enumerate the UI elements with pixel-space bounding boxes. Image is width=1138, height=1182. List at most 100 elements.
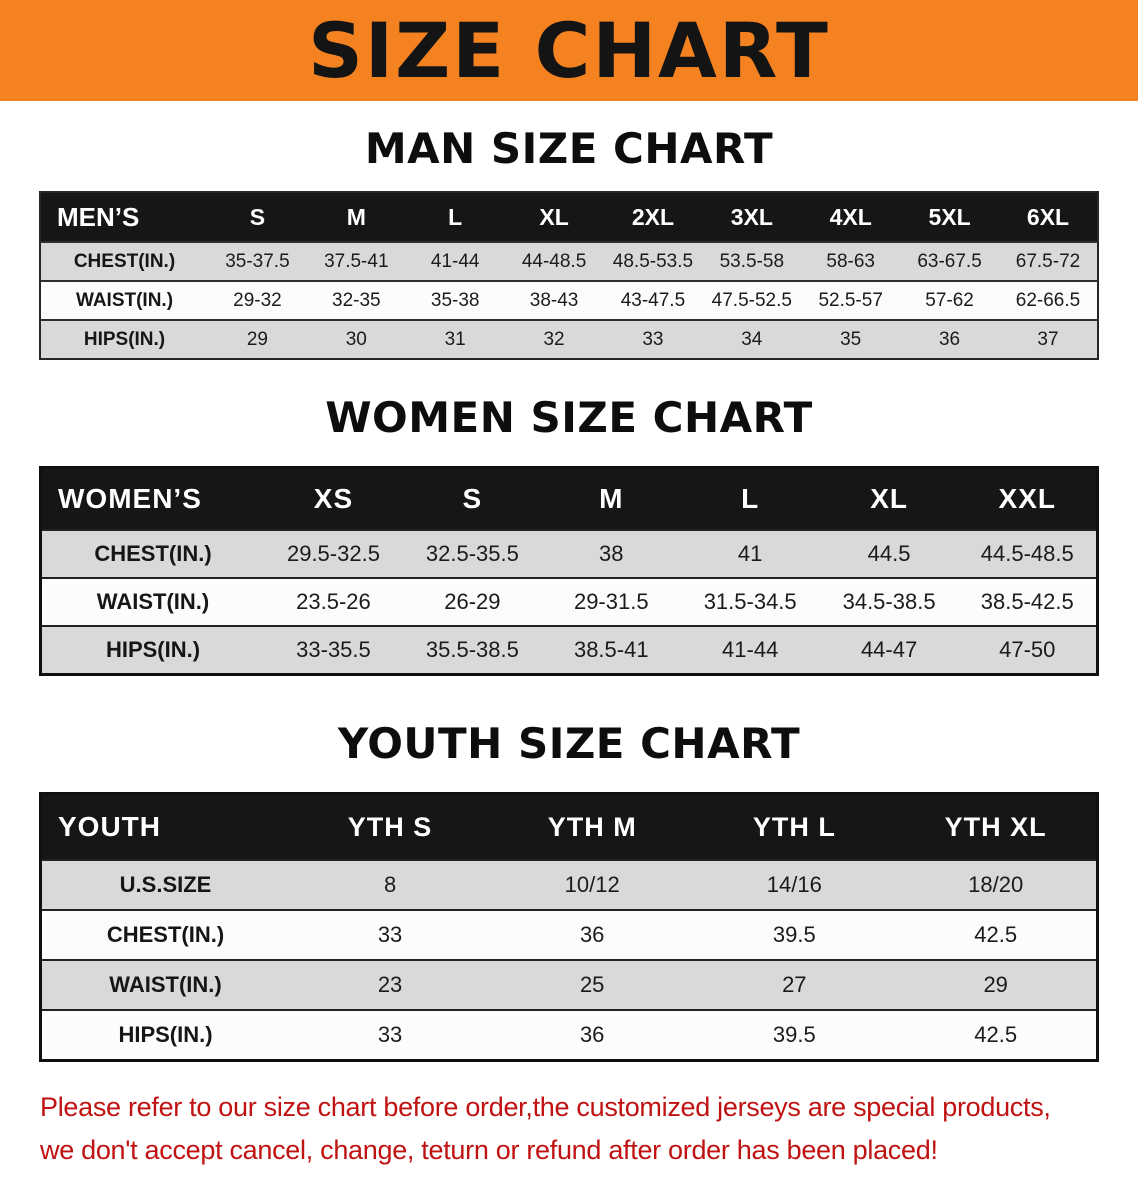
- size-value-cell: 35.5-38.5: [425, 637, 519, 662]
- table-row: CHEST(IN.) 35-37.5 37.5-41 41-44 44-48.5 48.5…: [40, 242, 1098, 281]
- size-value-cell: 62-66.5: [1015, 289, 1081, 311]
- size-value-cell: 39.5: [772, 922, 816, 947]
- row-label: WAIST(IN.): [96, 589, 210, 614]
- size-value-cell: 44.5: [867, 541, 911, 566]
- size-value-cell: 41: [737, 541, 763, 566]
- size-value-cell: 34: [741, 328, 763, 350]
- size-value-cell: 31: [444, 328, 466, 350]
- size-value-cell: 35-38: [430, 289, 480, 311]
- youth-size-table: YOUTH YTH S YTH M YTH L YTH XL U.S.SIZE 8 10/12…: [39, 792, 1099, 1062]
- size-value-cell: 23.5-26: [296, 589, 371, 614]
- size-value-cell: 27: [782, 972, 807, 997]
- size-value-cell: 14/16: [766, 872, 822, 897]
- size-value-cell: 30: [345, 328, 367, 350]
- order-notice: Please refer to our size chart before or…: [40, 1086, 1138, 1172]
- size-value-cell: 32: [543, 328, 565, 350]
- size-value-cell: 32.5-35.5: [425, 541, 519, 566]
- women-size-table: WOMEN’S XS S M L XL XXL CHEST(IN.) 29.5-32.5 32.5…: [39, 466, 1099, 676]
- size-column-header: S: [402, 467, 542, 530]
- size-column-header: M: [306, 192, 406, 242]
- row-label: WAIST(IN.): [75, 289, 174, 311]
- size-value-cell: 8: [383, 872, 397, 897]
- size-column-header: YTH L: [693, 793, 896, 860]
- size-column-header: YTH S: [289, 793, 492, 860]
- notice-line-2: we don't accept cancel, change, teturn o…: [40, 1135, 938, 1166]
- table-header-row: YOUTH YTH S YTH M YTH L YTH XL: [40, 793, 1098, 860]
- table-row: WAIST(IN.) 23.5-26 26-29 29-31.5 31.5-34.5 34…: [40, 578, 1098, 626]
- row-label: CHEST(IN.): [94, 541, 212, 566]
- size-column-header: YTH M: [491, 793, 694, 860]
- size-value-cell: 42.5: [974, 922, 1018, 947]
- size-value-cell: 29-32: [233, 289, 282, 311]
- size-column-header: 5XL: [900, 192, 999, 242]
- size-value-cell: 47-50: [999, 637, 1056, 662]
- size-value-cell: 33: [642, 328, 664, 350]
- table-row: HIPS(IN.) 29 30 31 32 33 34 35 36 37: [40, 320, 1098, 359]
- size-value-cell: 36: [938, 328, 961, 350]
- size-value-cell: 37: [1037, 328, 1059, 350]
- size-column-header: 3XL: [702, 192, 802, 242]
- size-value-cell: 63-67.5: [917, 250, 982, 272]
- size-value-cell: 36: [579, 922, 605, 947]
- size-value-cell: 29: [983, 972, 1008, 997]
- table-row: CHEST(IN.) 33 36 39.5 42.5: [40, 910, 1098, 960]
- size-value-cell: 23: [377, 972, 403, 997]
- size-column-header: M: [541, 467, 681, 530]
- banner-title: SIZE CHART: [308, 5, 830, 95]
- size-value-cell: 39.5: [772, 1022, 816, 1047]
- size-column-header: XS: [264, 467, 403, 530]
- size-value-cell: 43-47.5: [620, 289, 686, 311]
- table-row: HIPS(IN.) 33-35.5 35.5-38.5 38.5-41 41-44 44-…: [40, 626, 1098, 675]
- men-section-heading: MAN SIZE CHART: [364, 124, 774, 173]
- women-size-section: WOMEN SIZE CHART WOMEN’S XS S M L XL XXL CHEST(…: [0, 394, 1138, 676]
- table-corner-label: YOUTH: [40, 793, 289, 860]
- size-value-cell: 53.5-58: [719, 250, 785, 272]
- size-column-header: L: [405, 192, 505, 242]
- size-value-cell: 52.5-57: [818, 289, 883, 311]
- size-value-cell: 18/20: [968, 872, 1024, 897]
- table-row: U.S.SIZE 8 10/12 14/16 18/20: [40, 860, 1098, 910]
- size-value-cell: 29.5-32.5: [286, 541, 380, 566]
- size-value-cell: 34.5-38.5: [842, 589, 936, 614]
- size-column-header: XXL: [958, 467, 1098, 530]
- size-column-header: YTH XL: [895, 793, 1098, 860]
- size-column-header: 4XL: [801, 192, 901, 242]
- size-value-cell: 35-37.5: [225, 250, 290, 272]
- size-value-cell: 41-44: [722, 637, 779, 662]
- row-label: HIPS(IN.): [118, 1022, 213, 1047]
- size-value-cell: 44.5-48.5: [980, 541, 1074, 566]
- table-corner-label: WOMEN’S: [40, 467, 264, 530]
- size-value-cell: 29-31.5: [573, 589, 649, 614]
- size-value-cell: 41-44: [430, 250, 480, 272]
- table-row: HIPS(IN.) 33 36 39.5 42.5: [40, 1010, 1098, 1061]
- size-value-cell: 33-35.5: [296, 637, 371, 662]
- size-value-cell: 44-47: [860, 637, 918, 662]
- row-label: HIPS(IN.): [105, 637, 201, 662]
- size-value-cell: 47.5-52.5: [711, 289, 792, 311]
- size-column-header: XL: [819, 467, 959, 530]
- size-value-cell: 38.5-41: [573, 637, 649, 662]
- row-label: CHEST(IN.): [73, 250, 176, 272]
- size-value-cell: 32-35: [332, 289, 381, 311]
- size-value-cell: 26-29: [444, 589, 501, 614]
- size-value-cell: 42.5: [974, 1022, 1018, 1047]
- size-value-cell: 48.5-53.5: [612, 250, 694, 272]
- table-row: CHEST(IN.) 29.5-32.5 32.5-35.5 38 41 44.5 44.5…: [40, 530, 1098, 578]
- size-value-cell: 38.5-42.5: [980, 589, 1074, 614]
- size-value-cell: 58-63: [826, 250, 875, 272]
- size-column-header: L: [680, 467, 820, 530]
- size-value-cell: 36: [579, 1022, 605, 1047]
- size-value-cell: 44-48.5: [521, 250, 587, 272]
- size-value-cell: 38-43: [529, 289, 579, 311]
- table-row: WAIST(IN.) 23 25 27 29: [40, 960, 1098, 1010]
- men-size-section: MAN SIZE CHART MEN’S S M L XL 2XL 3XL 4XL 5XL 6XL…: [0, 125, 1138, 360]
- size-value-cell: 31.5-34.5: [703, 589, 797, 614]
- size-column-header: 2XL: [603, 192, 703, 242]
- size-value-cell: 38: [599, 541, 624, 566]
- row-label: HIPS(IN.): [83, 328, 166, 350]
- size-column-header: XL: [504, 192, 604, 242]
- size-column-header: S: [208, 192, 307, 242]
- women-section-heading: WOMEN SIZE CHART: [325, 393, 813, 442]
- size-value-cell: 33: [377, 1022, 403, 1047]
